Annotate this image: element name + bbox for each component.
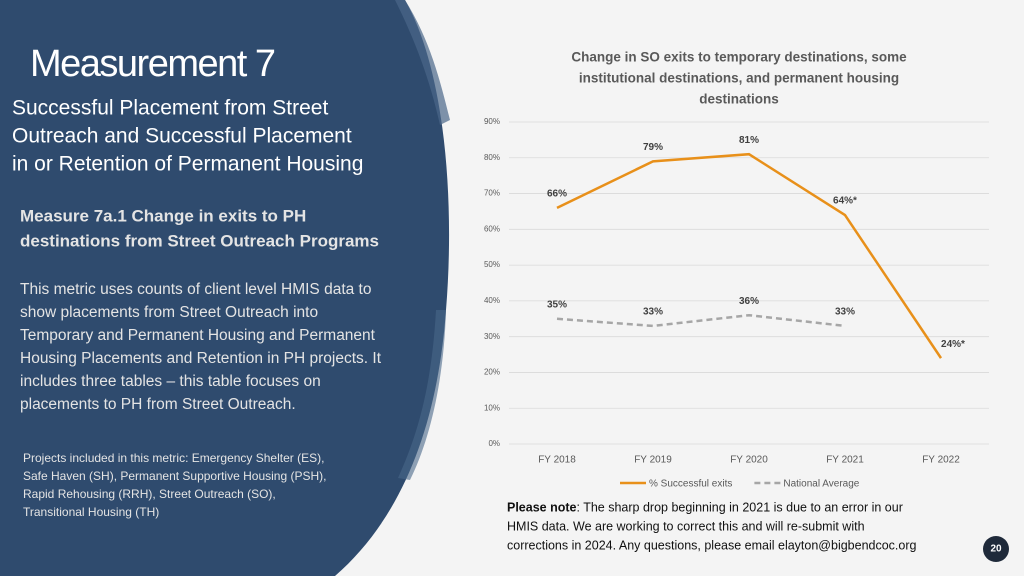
brush-stroke — [398, 310, 446, 480]
legend-label: National Average — [783, 479, 859, 490]
body-line: show placements from Street Outreach int… — [20, 304, 318, 321]
side-panel — [0, 0, 450, 576]
projects-line: Safe Haven (SH), Permanent Supportive Ho… — [23, 469, 326, 483]
measure-line: destinations from Street Outreach Progra… — [20, 231, 379, 250]
x-tick-label: FY 2021 — [826, 455, 864, 466]
subtitle-line: Outreach and Successful Placement — [12, 125, 352, 148]
data-label: 81% — [739, 135, 759, 146]
subtitle-line: in or Retention of Permanent Housing — [12, 153, 363, 176]
note-line: corrections in 2024. Any questions, plea… — [507, 538, 917, 552]
page-badge — [983, 536, 1009, 562]
measure-line: Measure 7a.1 Change in exits to PH — [20, 206, 306, 225]
y-tick-label: 20% — [484, 368, 500, 377]
data-label: 33% — [643, 307, 663, 318]
data-label: 66% — [547, 189, 567, 200]
x-tick-label: FY 2020 — [730, 455, 768, 466]
chart-title: destinations — [699, 92, 779, 107]
subtitle-line: Successful Placement from Street — [12, 97, 328, 120]
note-bold: Please note — [507, 500, 577, 514]
y-tick-label: 50% — [484, 260, 500, 269]
brush-stroke — [395, 0, 450, 125]
x-tick-label: FY 2018 — [538, 455, 576, 466]
data-label: 64%* — [833, 196, 857, 207]
series-line — [556, 152, 943, 359]
series-line — [556, 313, 846, 328]
page-number: 20 — [990, 544, 1002, 555]
chart-title: institutional destinations, and permanen… — [579, 71, 899, 86]
body-line: Temporary and Permanent Housing and Perm… — [20, 327, 376, 344]
note-line: HMIS data. We are working to correct thi… — [507, 519, 865, 533]
body-line: includes three tables – this table focus… — [20, 373, 321, 390]
y-tick-label: 0% — [488, 439, 500, 448]
slide-title: Measurement 7 — [30, 43, 275, 85]
y-tick-label: 10% — [484, 403, 500, 412]
projects-line: Projects included in this metric: Emerge… — [23, 451, 324, 465]
data-label: 33% — [835, 307, 855, 318]
data-label: 24%* — [941, 339, 965, 350]
body-line: placements to PH from Street Outreach. — [20, 396, 296, 413]
y-tick-label: 90% — [484, 117, 500, 126]
y-tick-label: 40% — [484, 296, 500, 305]
projects-line: Transitional Housing (TH) — [23, 505, 159, 519]
note-line: : The sharp drop beginning in 2021 is du… — [576, 500, 902, 514]
legend-label: % Successful exits — [649, 479, 732, 490]
data-label: 35% — [547, 299, 567, 310]
y-tick-label: 60% — [484, 224, 500, 233]
x-tick-label: FY 2019 — [634, 455, 672, 466]
y-tick-label: 80% — [484, 153, 500, 162]
data-label: 36% — [739, 296, 759, 307]
x-tick-label: FY 2022 — [922, 455, 960, 466]
projects-line: Rapid Rehousing (RRH), Street Outreach (… — [23, 487, 276, 501]
data-label: 79% — [643, 142, 663, 153]
y-tick-label: 70% — [484, 189, 500, 198]
body-line: Housing Placements and Retention in PH p… — [20, 350, 382, 367]
chart-title: Change in SO exits to temporary destinat… — [571, 50, 907, 65]
y-tick-label: 30% — [484, 332, 500, 341]
body-line: This metric uses counts of client level … — [20, 281, 371, 298]
